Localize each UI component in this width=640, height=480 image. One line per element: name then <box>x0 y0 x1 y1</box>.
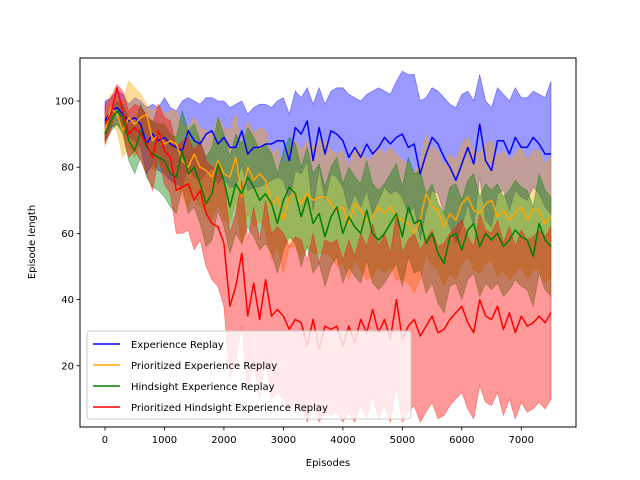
x-axis-label: Episodes <box>306 458 350 469</box>
legend-frame <box>86 330 412 420</box>
y-tick-label: 60 <box>61 229 74 240</box>
y-tick-label: 40 <box>61 295 74 306</box>
x-tick-label: 6000 <box>449 435 474 446</box>
y-tick-label: 80 <box>61 163 74 174</box>
x-tick-label: 3000 <box>271 435 296 446</box>
x-tick-label: 1000 <box>152 435 177 446</box>
legend-label: Experience Replay <box>131 340 224 351</box>
y-tick-label: 20 <box>61 361 74 372</box>
legend: Experience Replay Prioritized Experience … <box>86 330 412 420</box>
series-line-0 <box>104 106 551 182</box>
series-line-1 <box>104 106 552 235</box>
series-band-0 <box>104 70 552 245</box>
x-tick-label: 7000 <box>509 435 534 446</box>
series-band-2 <box>104 100 552 314</box>
x-axis: 0 1000 2000 3000 4000 5000 6000 7000 <box>102 427 534 446</box>
series-band-1 <box>104 80 552 294</box>
x-tick-label: 4000 <box>330 435 355 446</box>
y-axis-label: Episode length <box>27 205 38 279</box>
series-line-2 <box>104 110 552 264</box>
series-line-3 <box>104 87 552 350</box>
x-tick-label: 2000 <box>211 435 236 446</box>
legend-label: Prioritized Hindsight Experience Replay <box>131 403 328 414</box>
y-axis: 20 40 60 80 100 <box>55 97 80 372</box>
y-tick-label: 100 <box>55 97 74 108</box>
x-tick-label: 5000 <box>390 435 415 446</box>
legend-label: Hindsight Experience Replay <box>131 382 275 393</box>
x-tick-label: 0 <box>102 435 108 446</box>
legend-label: Prioritized Experience Replay <box>131 361 277 372</box>
plot-frame <box>79 57 577 428</box>
series-lines <box>104 87 552 350</box>
